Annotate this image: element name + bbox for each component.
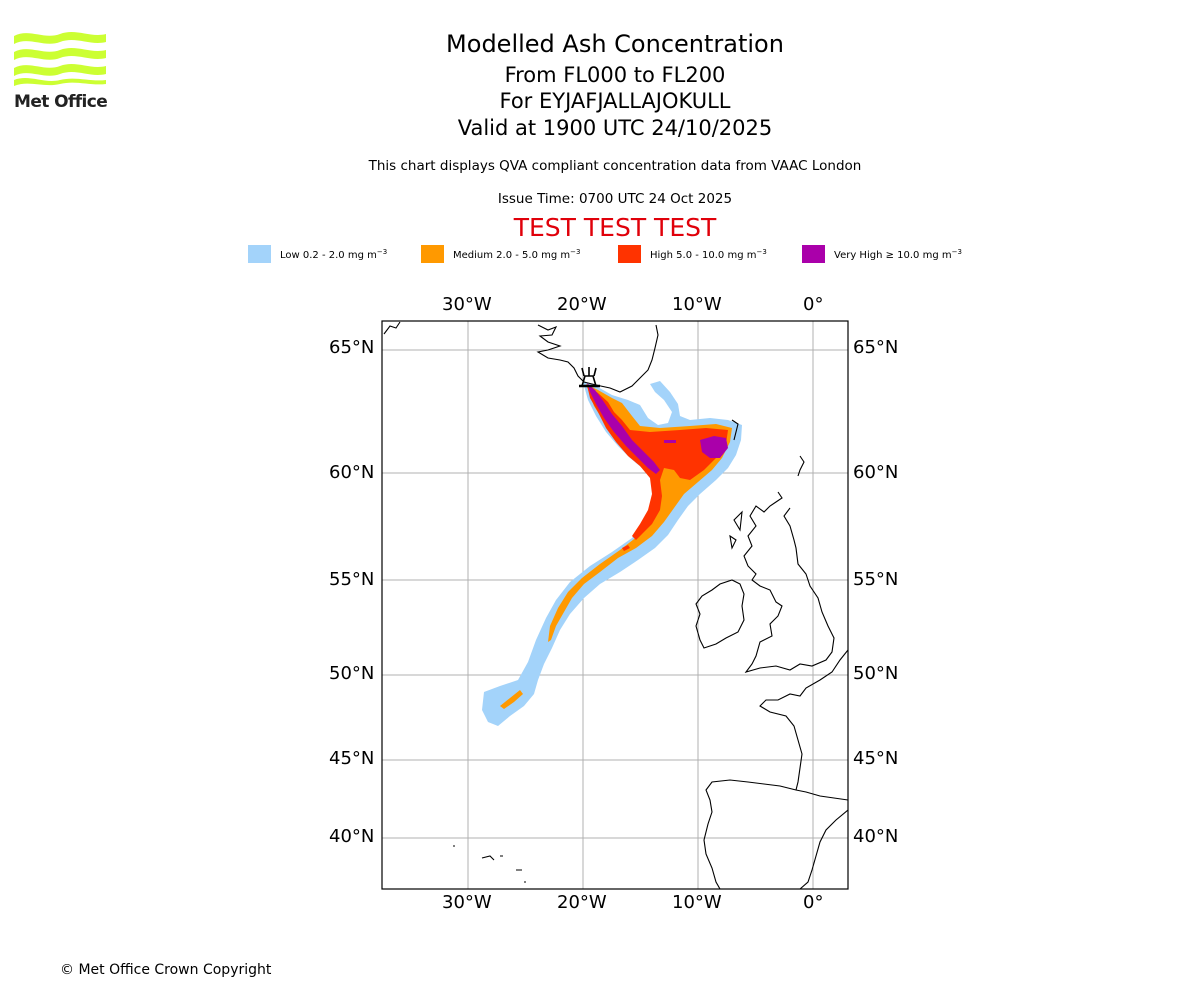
- coast-shetland: [797, 455, 805, 477]
- coast-azores: [453, 845, 526, 883]
- lon-tick-top-30w: 30°W: [442, 294, 492, 315]
- legend: Low 0.2 - 2.0 mg m−3 Medium 2.0 - 5.0 mg…: [248, 244, 1002, 264]
- coast-iberia: [703, 779, 848, 889]
- lat-tick-right-50n: 50°N: [853, 663, 899, 684]
- lat-tick-right-40n: 40°N: [853, 826, 899, 847]
- lat-tick-left-65n: 65°N: [329, 337, 375, 358]
- lon-tick-bottom-30w: 30°W: [442, 892, 492, 913]
- coast-great-britain: [743, 491, 835, 673]
- volcano-icon: [579, 367, 600, 388]
- coast-greenland: [383, 321, 401, 335]
- lat-tick-right-65n: 65°N: [853, 337, 899, 358]
- legend-item-medium: Medium 2.0 - 5.0 mg m−3: [421, 245, 618, 263]
- map-frame: [381, 320, 849, 890]
- issue-time: Issue Time: 0700 UTC 24 Oct 2025: [497, 191, 733, 207]
- legend-swatch-very-high: [802, 245, 825, 263]
- legend-label-medium: Medium 2.0 - 5.0 mg m−3: [453, 247, 581, 261]
- lat-tick-right-60n: 60°N: [853, 462, 899, 483]
- volcano-name: For EYJAFJALLAJOKULL: [499, 89, 731, 113]
- plume-very-high: [587, 383, 728, 474]
- lat-tick-left-45n: 45°N: [329, 748, 375, 769]
- test-banner: TEST TEST TEST: [513, 213, 717, 242]
- lat-tick-right-55n: 55°N: [853, 569, 899, 590]
- logo-text: Met Office: [14, 92, 108, 112]
- lat-tick-right-45n: 45°N: [853, 748, 899, 769]
- legend-item-low: Low 0.2 - 2.0 mg m−3: [248, 245, 421, 263]
- gridlines: [382, 321, 848, 889]
- lat-tick-left-60n: 60°N: [329, 462, 375, 483]
- lat-tick-left-55n: 55°N: [329, 569, 375, 590]
- chart-title: Modelled Ash Concentration: [446, 30, 784, 58]
- lon-tick-top-10w: 10°W: [672, 294, 722, 315]
- coast-faroe: [731, 419, 739, 441]
- coast-spain-east: [799, 809, 848, 889]
- legend-label-low: Low 0.2 - 2.0 mg m−3: [280, 247, 388, 261]
- lon-tick-bottom-0: 0°: [803, 892, 824, 913]
- lat-tick-left-40n: 40°N: [329, 826, 375, 847]
- legend-item-very-high: Very High ≥ 10.0 mg m−3: [802, 245, 1002, 263]
- lon-tick-top-0: 0°: [803, 294, 824, 315]
- legend-label-high: High 5.0 - 10.0 mg m−3: [650, 247, 767, 261]
- lat-tick-left-50n: 50°N: [329, 663, 375, 684]
- legend-swatch-high: [618, 245, 641, 263]
- legend-swatch-medium: [421, 245, 444, 263]
- lon-tick-bottom-10w: 10°W: [672, 892, 722, 913]
- lon-tick-bottom-20w: 20°W: [557, 892, 607, 913]
- met-office-logo: [14, 32, 106, 86]
- valid-time: Valid at 1900 UTC 24/10/2025: [457, 116, 773, 140]
- legend-swatch-low: [248, 245, 271, 263]
- coast-france: [759, 649, 848, 791]
- coastlines: [383, 321, 848, 889]
- copyright-notice: © Met Office Crown Copyright: [60, 962, 272, 978]
- legend-item-high: High 5.0 - 10.0 mg m−3: [618, 245, 802, 263]
- coast-ireland: [695, 579, 745, 649]
- flight-levels: From FL000 to FL200: [504, 63, 726, 87]
- chart-subtitle: This chart displays QVA compliant concen…: [368, 158, 862, 174]
- coast-hebrides: [729, 510, 743, 550]
- lon-tick-top-20w: 20°W: [557, 294, 607, 315]
- plume-high: [587, 385, 728, 551]
- legend-label-very-high: Very High ≥ 10.0 mg m−3: [834, 247, 962, 261]
- coast-iceland: [536, 324, 659, 393]
